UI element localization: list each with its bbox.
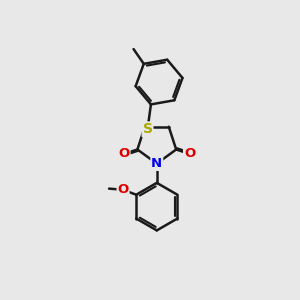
Text: O: O — [118, 147, 130, 160]
Text: O: O — [117, 183, 129, 196]
Text: O: O — [184, 147, 195, 160]
Text: N: N — [151, 157, 162, 170]
Text: S: S — [142, 122, 152, 136]
